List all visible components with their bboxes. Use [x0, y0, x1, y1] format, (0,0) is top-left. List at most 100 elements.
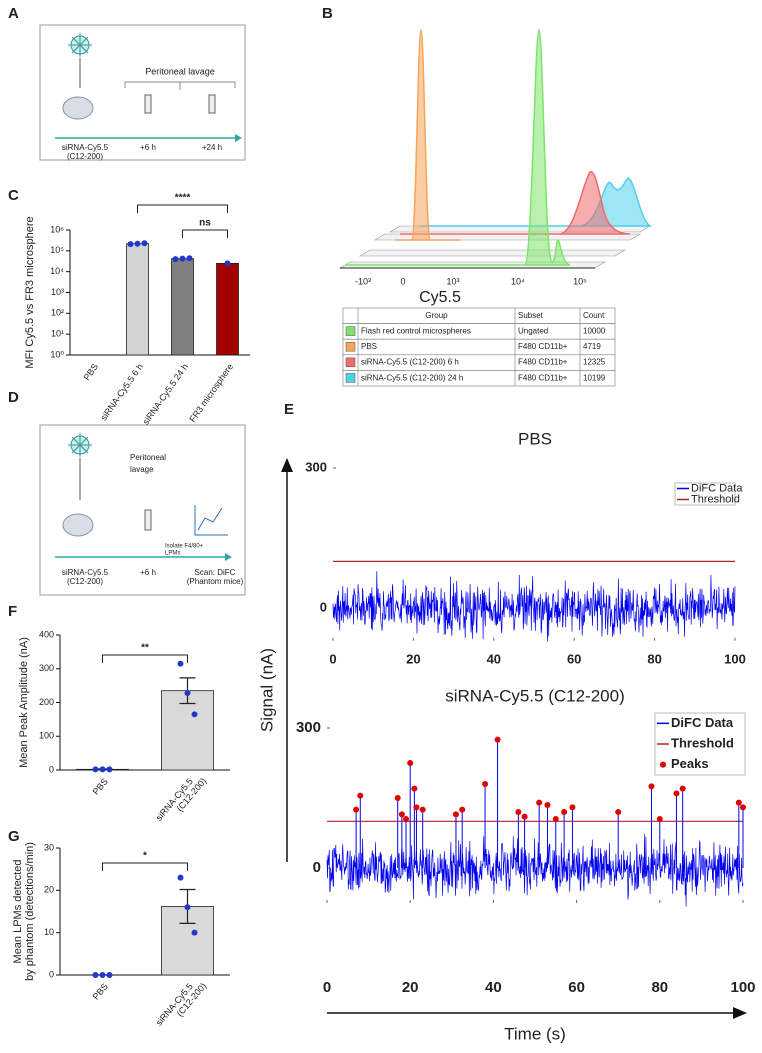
x-tick-label: PBS [82, 362, 101, 382]
peak-marker [561, 809, 568, 815]
table-cell-text: siRNA-Cy5.5 (C12-200) 6 h [361, 358, 459, 367]
y-tick-label: 0 [49, 969, 54, 979]
x-tick-label: 20 [406, 651, 420, 666]
x-tick-label: -10³ [355, 276, 371, 286]
y-tick-label: 10⁰ [50, 349, 64, 359]
x-tick-label: 20 [402, 979, 419, 996]
significance-label: ** [141, 643, 149, 654]
histogram-curve [395, 29, 460, 241]
legend-box [654, 712, 746, 776]
data-point [179, 255, 186, 262]
peak-marker [673, 790, 680, 797]
table-header: Subset [518, 311, 544, 320]
panel-label: A [8, 5, 19, 22]
y-tick-label: 10⁶ [50, 224, 64, 234]
x-tick-label: siRNA-Cy5.5 6 h [98, 362, 145, 423]
data-point [127, 241, 134, 248]
data-point [224, 260, 231, 267]
table-cell-text: 10000 [583, 327, 606, 336]
y-tick-label: 10⁵ [50, 245, 64, 255]
table-cell-text: F480 CD11b+ [518, 342, 568, 351]
peak-marker [357, 792, 364, 799]
peak-marker [353, 806, 360, 813]
x-tick-label: 80 [651, 979, 668, 996]
data-point [106, 766, 113, 773]
data-point [191, 711, 198, 718]
mouse-icon [62, 96, 94, 120]
x-tick-label: 10⁵ [573, 276, 587, 286]
diagram-frame [39, 424, 246, 596]
panel-label: C [8, 187, 19, 204]
x-axis-label: Time (s) [504, 1024, 566, 1043]
data-point [177, 874, 184, 881]
chart-icon [197, 507, 223, 531]
timeline-arrow [225, 553, 232, 561]
diagram-text: lavage [130, 465, 154, 474]
peak-marker [515, 809, 522, 815]
diagram-text: +24 h [202, 143, 222, 152]
color-swatch [345, 373, 356, 383]
data-point [92, 766, 99, 773]
diagram-text: +6 h [140, 568, 156, 577]
data-point [172, 256, 179, 263]
y-tick-label: 0 [320, 599, 327, 614]
peak-marker [536, 799, 543, 806]
peak-marker [656, 816, 663, 822]
color-swatch [345, 341, 356, 352]
legend-label: DiFC Data [691, 482, 743, 494]
bar [171, 258, 194, 356]
y-tick-label: 300 [305, 459, 327, 474]
panel-label: E [284, 401, 294, 418]
flow-histogram: -10³ 0 10³ 10⁴ 10⁵ Cy5.5 [338, 29, 653, 306]
table-cell-text: 10199 [583, 373, 606, 382]
peak-marker [615, 809, 622, 815]
diagram-text: (Phantom mice) [187, 577, 244, 586]
significance-label: * [143, 851, 147, 862]
y-tick-label: 10 [44, 927, 54, 937]
data-point [186, 255, 193, 262]
legend-box [674, 482, 736, 506]
y-tick-label: 0 [49, 764, 54, 774]
legend-label: DiFC Data [671, 715, 734, 730]
peak-marker [419, 806, 426, 813]
y-tick-label: 10⁴ [50, 266, 64, 276]
table-cell-text: PBS [361, 342, 377, 351]
icon-spikes [68, 433, 92, 457]
x-tick-label: 0 [329, 651, 336, 666]
data-point [184, 904, 191, 911]
peak-marker [394, 795, 401, 801]
x-tick-label: siRNA-Cy5.5 24 h [141, 362, 191, 427]
x-tick-label: 80 [647, 651, 661, 666]
diagram-text: Isolate F4/80+ [165, 544, 204, 550]
y-tick-label: 30 [44, 842, 54, 852]
y-tick-label: 10³ [51, 287, 64, 297]
data-point [106, 972, 113, 978]
chart-icon [194, 505, 228, 536]
syringe-icon [144, 94, 152, 114]
icon-spikes [68, 33, 92, 57]
x-tick-label: 0 [323, 979, 331, 996]
table-cell-text: siRNA-Cy5.5 (C12-200) 24 h [361, 373, 463, 382]
y-tick-label: 20 [44, 885, 54, 895]
bar [216, 262, 239, 356]
data-point [177, 660, 184, 667]
table-cell [342, 338, 616, 356]
y-tick-label: 10¹ [51, 329, 64, 339]
peak-marker [482, 781, 489, 787]
peak-marker [521, 813, 528, 820]
legend-label: Threshold [691, 493, 740, 505]
color-swatch [345, 357, 356, 368]
y-tick-label: 100 [39, 731, 54, 741]
peak-marker [411, 785, 418, 792]
significance-bracket [102, 654, 188, 663]
x-tick-label: 10³ [446, 276, 459, 286]
x-tick-label: 100 [724, 651, 746, 666]
x-tick-label: 40 [485, 979, 502, 996]
table-cell [342, 370, 616, 387]
table-cell-text: F480 CD11b+ [518, 373, 568, 382]
peak-marker [413, 804, 420, 811]
peak-marker [407, 760, 414, 766]
x-tick-label: 10⁴ [511, 276, 525, 286]
chart-title: PBS [518, 429, 552, 448]
